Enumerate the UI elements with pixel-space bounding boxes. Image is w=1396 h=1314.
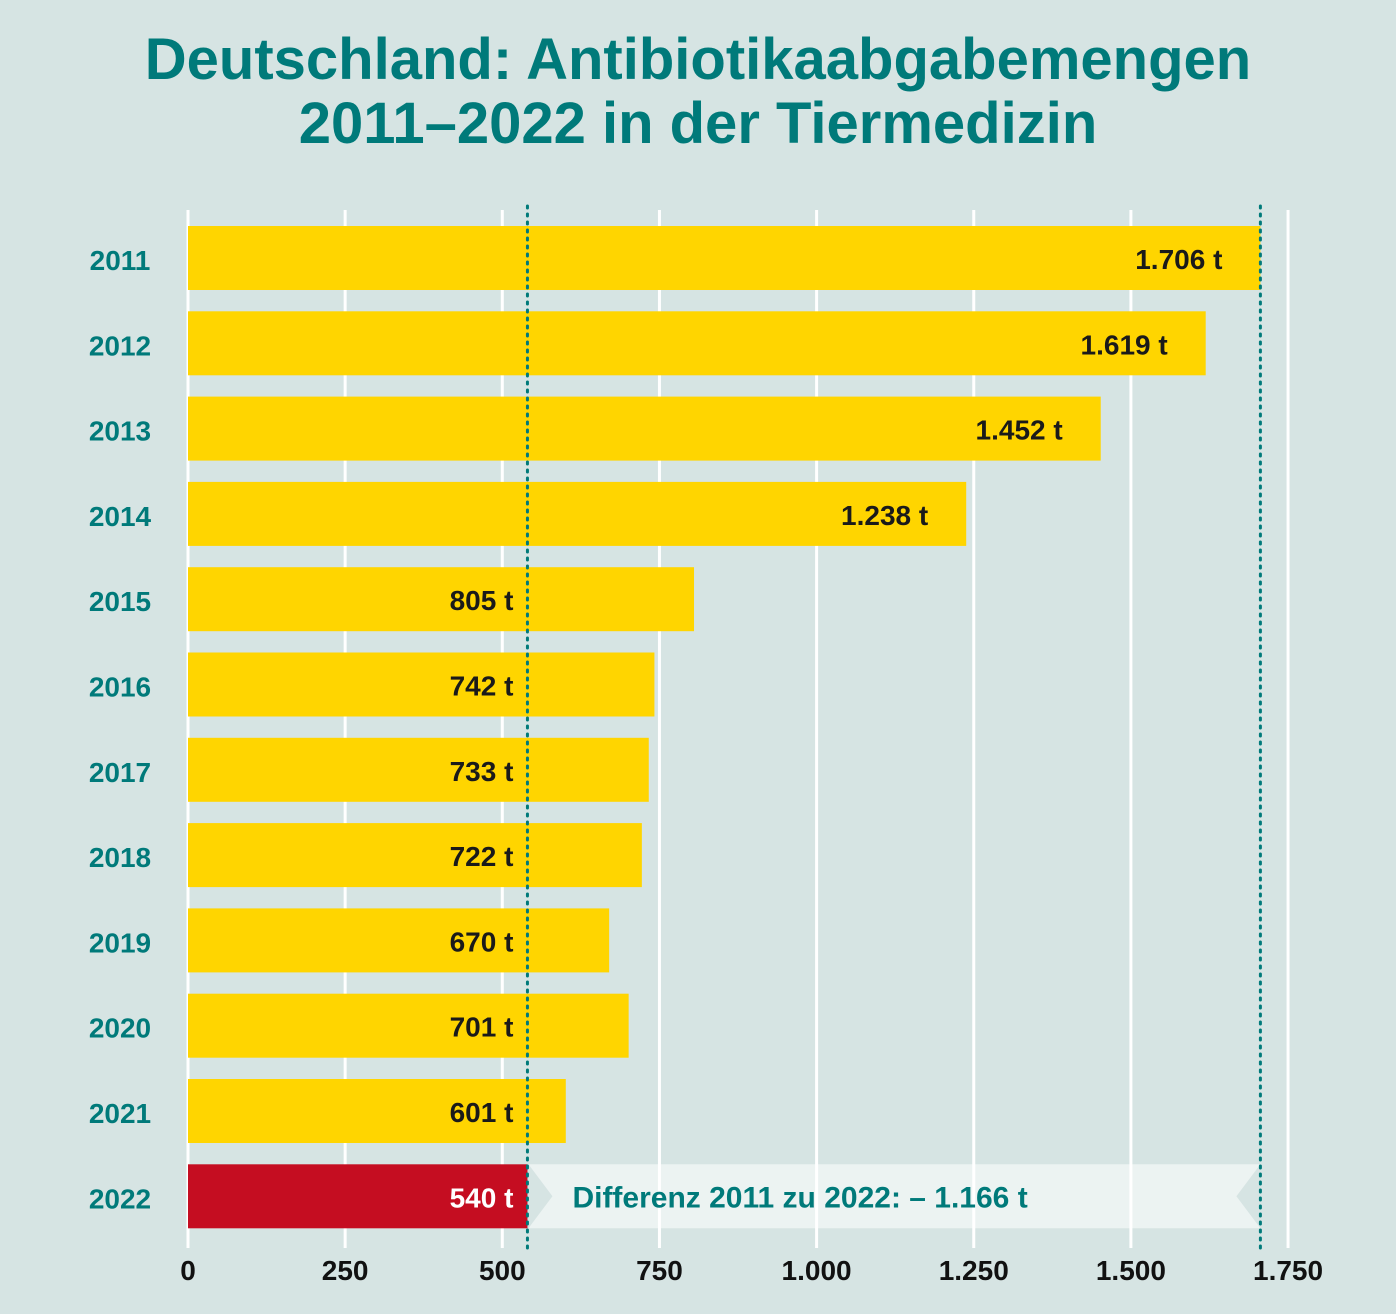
category-label: 2015: [89, 586, 151, 617]
bar: [188, 481, 967, 546]
x-tick-label: 0: [180, 1255, 196, 1286]
value-label: 722 t: [450, 841, 514, 872]
category-label: 2022: [89, 1183, 151, 1214]
x-tick-label: 1.750: [1253, 1255, 1323, 1286]
value-label: 1.238 t: [841, 500, 928, 531]
bar: [188, 993, 629, 1058]
category-label: 2017: [89, 757, 151, 788]
category-label: 2011: [90, 245, 151, 276]
value-label: 540 t: [450, 1182, 514, 1213]
value-label: 701 t: [450, 1012, 514, 1043]
value-label: 1.619 t: [1081, 329, 1168, 360]
value-labels: 1.706 t 1.619 t 1.452 t 1.238 t 805 t 742 t 73…: [450, 244, 1223, 1213]
category-label: 2016: [89, 672, 151, 703]
value-label: 805 t: [450, 585, 514, 616]
value-label: 742 t: [450, 671, 514, 702]
bar: [188, 1079, 566, 1143]
value-label: 601 t: [450, 1097, 514, 1128]
title-line-1: Deutschland: Antibiotikaabgabemengen: [144, 27, 1252, 92]
x-tick-label: 1.500: [1096, 1255, 1166, 1286]
value-label: 733 t: [450, 756, 514, 787]
x-tick-label: 250: [322, 1255, 369, 1286]
bar: [188, 396, 1101, 461]
bar: [188, 908, 610, 973]
bars: [188, 226, 1261, 1229]
category-label: 2020: [89, 1013, 151, 1044]
category-label: 2014: [89, 501, 152, 532]
value-label: 1.706 t: [1135, 244, 1222, 275]
bar: [188, 823, 642, 888]
x-tick-label: 750: [636, 1255, 683, 1286]
reference-lines: [525, 204, 1262, 1250]
title-line-2: 2011–2022 in der Tiermedizin: [298, 91, 1098, 156]
category-label: 2021: [89, 1098, 151, 1129]
bar: [188, 226, 1261, 290]
bar: [188, 737, 649, 802]
category-label: 2012: [89, 330, 151, 361]
bar: [188, 1164, 528, 1229]
difference-annotation: Differenz 2011 zu 2022: – 1.166 t: [528, 1164, 1261, 1229]
bar: [188, 567, 695, 632]
category-label: 2013: [89, 416, 151, 447]
x-tick-label: 1.250: [939, 1255, 1009, 1286]
category-label: 2019: [89, 927, 151, 958]
y-axis-labels: 2011 2012 2013 2014 2015 2016 2017 2018 2019 2020…: [89, 245, 152, 1214]
category-label: 2018: [89, 842, 151, 873]
x-axis-labels: 0 250 500 750 1.000 1.250 1.500 1.750: [180, 1255, 1323, 1286]
difference-arrow: [528, 1164, 1261, 1229]
x-tick-label: 1.000: [782, 1255, 852, 1286]
grid-lines: [186, 210, 1290, 1248]
bar: [188, 311, 1206, 376]
x-tick-label: 500: [479, 1255, 526, 1286]
chart-title: Deutschland: Antibiotikaabgabemengen 201…: [0, 28, 1396, 156]
value-label: 1.452 t: [976, 415, 1063, 446]
value-label: 670 t: [450, 926, 514, 957]
difference-label: Differenz 2011 zu 2022: – 1.166 t: [572, 1181, 1027, 1214]
bar: [188, 652, 655, 717]
